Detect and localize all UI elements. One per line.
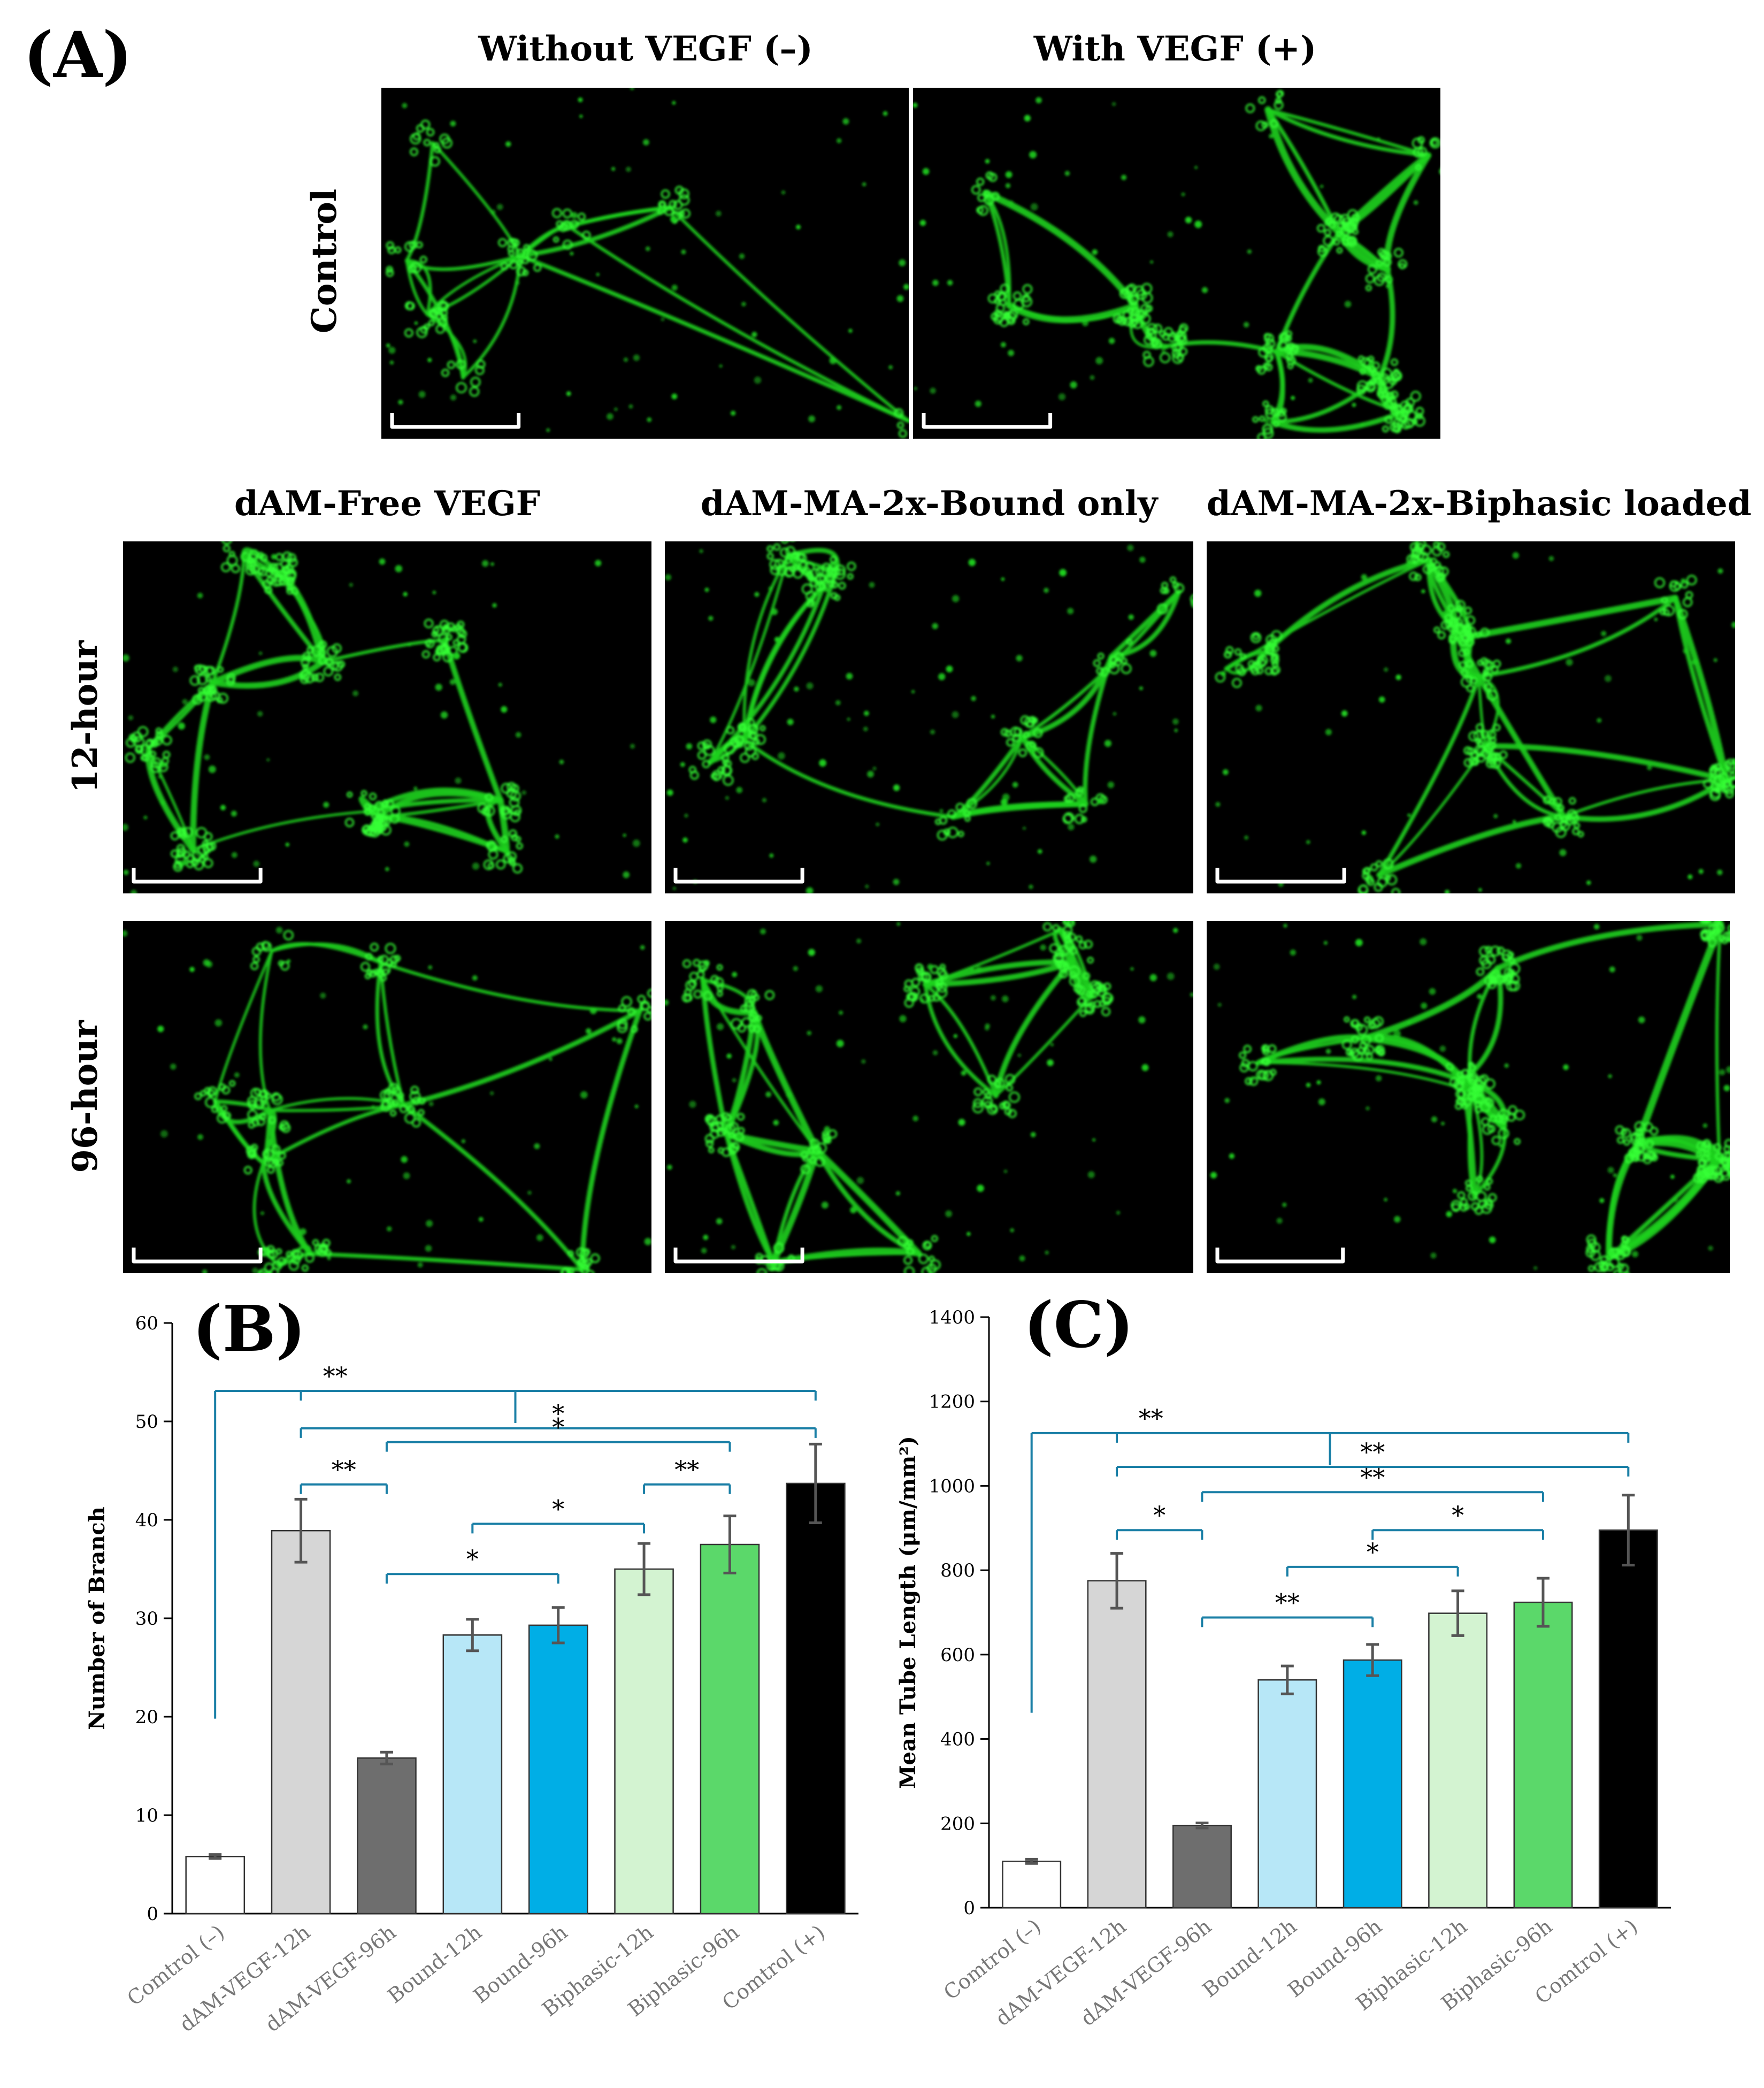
y-tick-label: 0	[147, 1903, 158, 1925]
micrograph-free-vegf-12h	[123, 541, 651, 893]
y-tick-label: 600	[940, 1645, 975, 1666]
significance-label: **	[323, 1362, 348, 1390]
y-tick-label: 60	[135, 1313, 158, 1334]
significance-label: *	[552, 1413, 564, 1442]
bar	[1257, 1679, 1317, 1909]
micrograph-bound-96h	[665, 921, 1193, 1273]
micrograph-bound-12h	[665, 541, 1193, 893]
panel-label-0: (B)	[193, 1291, 305, 1366]
column-title-without-vegf: Without VEGF (–)	[478, 29, 813, 69]
bar	[1002, 1861, 1062, 1909]
significance-label: *	[552, 1494, 564, 1523]
bar	[700, 1543, 760, 1915]
column-title-with-vegf: With VEGF (+)	[1033, 29, 1317, 69]
y-tick-label: 400	[940, 1729, 975, 1750]
y-tick-label: 40	[135, 1510, 158, 1531]
bar	[442, 1634, 503, 1915]
bar	[1343, 1659, 1402, 1909]
significance-label: **	[1360, 1437, 1385, 1466]
significance-label: *	[1452, 1501, 1464, 1529]
column-title-free-vegf: dAM-Free VEGF	[234, 484, 541, 524]
bar	[1513, 1601, 1573, 1909]
panel-a-label: (A)	[24, 18, 133, 92]
category-label: Bound-12h	[383, 1920, 486, 2008]
row-label-control: Control	[304, 188, 344, 334]
bar	[357, 1757, 417, 1915]
y-tick-label: 1200	[929, 1391, 975, 1413]
row-label-12-hour: 12-hour	[65, 640, 105, 793]
bar	[1598, 1529, 1658, 1909]
column-title-bound-only: dAM-MA-2x-Bound only	[700, 484, 1158, 524]
category-label: Bound-12h	[1198, 1914, 1301, 2002]
bar	[1172, 1824, 1232, 1909]
y-tick-label: 800	[940, 1560, 975, 1581]
significance-label: **	[1275, 1588, 1300, 1617]
y-tick-label: 20	[135, 1707, 158, 1728]
y-tick-label: 1000	[929, 1475, 975, 1497]
micrograph-control-without-vegf	[381, 88, 909, 439]
micrograph-control-with-vegf	[913, 88, 1440, 439]
significance-label: **	[332, 1455, 356, 1484]
panel-label-1: (C)	[1024, 1288, 1134, 1362]
bar	[786, 1482, 846, 1915]
row-label-96-hour: 96-hour	[65, 1020, 105, 1173]
micrograph-biphasic-96h	[1207, 921, 1730, 1273]
y-axis-label: Mean Tube Length (μm/mm²)	[895, 1436, 921, 1789]
y-axis-label: Number of Branch	[85, 1506, 110, 1730]
significance-label: *	[1367, 1538, 1379, 1566]
y-tick-label: 1400	[929, 1307, 975, 1328]
chart-tube-length: (C) 0 200 400 600 800 1000 1200 1400 Mean Tube Le…	[895, 1288, 1671, 2031]
bar	[1428, 1612, 1488, 1909]
significance-label: **	[1360, 1463, 1385, 1492]
y-tick-label: 0	[963, 1898, 975, 1919]
bar	[528, 1624, 588, 1915]
bar	[1087, 1580, 1147, 1909]
micrograph-biphasic-12h	[1207, 541, 1735, 893]
bar	[614, 1568, 674, 1915]
significance-label: *	[552, 1399, 564, 1428]
significance-label: *	[1153, 1501, 1165, 1529]
significance-label: **	[674, 1455, 699, 1484]
column-title-biphasic-loaded: dAM-MA-2x-Biphasic loaded	[1207, 484, 1752, 524]
significance-label: **	[1139, 1404, 1163, 1433]
micrograph-free-vegf-96h	[123, 921, 651, 1273]
y-tick-label: 10	[135, 1805, 158, 1826]
bar	[185, 1856, 246, 1915]
bar	[271, 1529, 331, 1915]
significance-label: *	[466, 1544, 479, 1573]
y-tick-label: 50	[135, 1411, 158, 1433]
y-tick-label: 200	[940, 1813, 975, 1834]
y-tick-label: 30	[135, 1608, 158, 1630]
